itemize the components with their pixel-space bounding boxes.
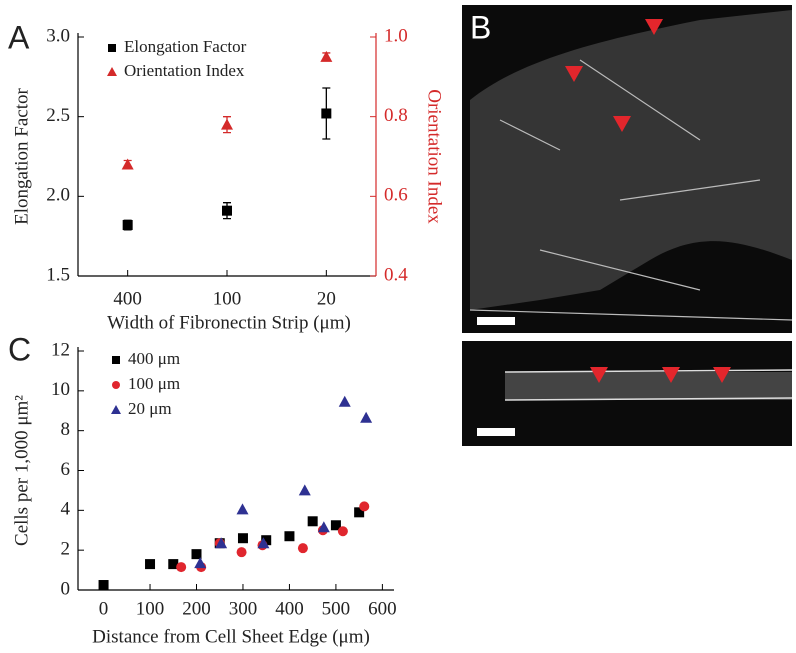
marker: [145, 559, 156, 570]
legend-label: 400 μm: [128, 349, 180, 368]
x-tick-label: 400: [275, 598, 304, 619]
y-tick-label: 10: [51, 379, 70, 400]
legend-label: Orientation Index: [124, 61, 245, 80]
y-tick-label: 1.5: [46, 264, 70, 285]
marker: [191, 549, 202, 560]
x-tick-label: 20: [317, 288, 336, 309]
marker: [320, 50, 333, 62]
marker: [330, 520, 341, 531]
marker: [359, 501, 370, 512]
y-tick-label: 2.5: [46, 105, 70, 126]
marker: [122, 220, 133, 231]
panel-label: A: [8, 19, 30, 55]
marker: [337, 526, 348, 537]
microscopy-images: B: [462, 5, 793, 446]
marker: [298, 484, 311, 496]
arrowheads: [565, 19, 663, 132]
marker: [98, 580, 109, 591]
y-tick-label: 2.0: [46, 185, 70, 206]
x-tick-label: 200: [182, 598, 211, 619]
panel-label: B: [470, 9, 491, 45]
legend-marker: [107, 67, 117, 76]
legend-label: Elongation Factor: [124, 37, 247, 56]
strip: [505, 372, 792, 400]
x-axis-label: Distance from Cell Sheet Edge (μm): [92, 626, 370, 647]
marker: [215, 537, 228, 549]
y-axis-label: Cells per 1,000 μm²: [11, 395, 32, 546]
marker: [221, 118, 233, 130]
y-tick-label: 0: [61, 578, 71, 599]
x-tick-label: 0: [99, 598, 109, 619]
legend-marker: [112, 381, 120, 389]
marker: [237, 533, 248, 544]
x-tick-label: 500: [322, 598, 351, 619]
legend-marker: [111, 405, 121, 414]
x-tick-label: 300: [229, 598, 258, 619]
marker: [338, 395, 351, 407]
x-axis-label: Width of Fibronectin Strip (μm): [107, 312, 351, 333]
strip-edges: [504, 369, 793, 401]
y2-tick-label: 0.8: [384, 105, 408, 126]
y2-tick-label: 0.4: [384, 264, 408, 285]
legend-label: 100 μm: [128, 374, 180, 393]
marker: [284, 531, 295, 542]
x-tick-label: 100: [136, 598, 165, 619]
y2-tick-label: 0.6: [384, 185, 408, 206]
marker: [194, 557, 207, 569]
panel-label: C: [8, 331, 31, 367]
marker: [317, 521, 330, 533]
marker: [121, 158, 134, 170]
scale-bar: [477, 428, 515, 436]
x-tick-label: 100: [213, 288, 242, 309]
y-tick-label: 2: [61, 539, 71, 560]
marker: [261, 535, 272, 546]
y-tick-label: 8: [61, 419, 71, 440]
marker: [354, 507, 365, 518]
x-tick-label: 600: [368, 598, 397, 619]
marker: [236, 503, 249, 515]
arrowheads: [590, 367, 731, 383]
cell-sheet: [470, 10, 792, 310]
scale-bar: [477, 317, 515, 325]
marker: [222, 205, 232, 216]
marker: [297, 543, 308, 554]
legend-marker: [108, 44, 116, 52]
y-tick-label: 12: [51, 339, 70, 360]
marker: [176, 562, 187, 573]
y-axis-label: Elongation Factor: [11, 87, 32, 224]
marker: [168, 559, 179, 570]
marker: [307, 516, 318, 527]
y2-axis-label: Orientation Index: [424, 89, 445, 224]
y-tick-label: 3.0: [46, 25, 70, 46]
marker: [257, 537, 270, 549]
legend-marker: [112, 356, 120, 364]
legend-label: 20 μm: [128, 399, 172, 418]
marker: [360, 411, 373, 423]
y-tick-label: 4: [61, 499, 71, 520]
y2-tick-label: 1.0: [384, 25, 408, 46]
x-tick-label: 400: [113, 288, 142, 309]
y-tick-label: 6: [61, 459, 71, 480]
cell-edges: [469, 59, 793, 321]
marker: [321, 108, 332, 119]
marker: [236, 547, 247, 558]
